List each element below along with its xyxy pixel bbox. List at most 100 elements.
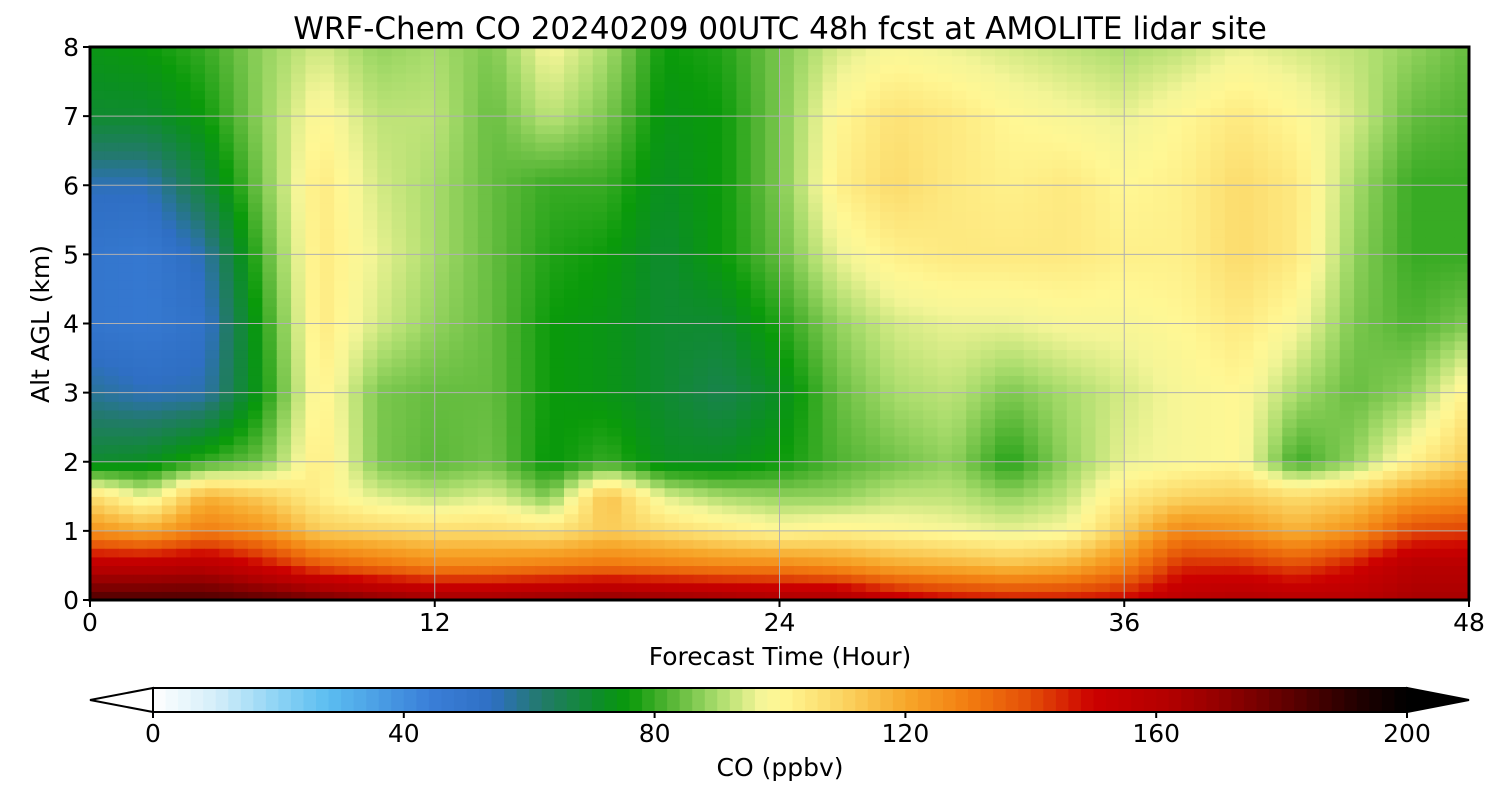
- heatmap-cell: [707, 98, 723, 109]
- heatmap-cell: [851, 349, 867, 359]
- heatmap-cell: [750, 124, 766, 135]
- heatmap-cell: [305, 461, 321, 471]
- heatmap-cell: [1095, 55, 1111, 65]
- heatmap-cell: [492, 124, 508, 135]
- heatmap-cell: [133, 271, 149, 281]
- heatmap-cell: [377, 340, 393, 351]
- heatmap-cell: [1181, 340, 1197, 351]
- heatmap-cell: [722, 522, 737, 532]
- heatmap-cell: [420, 245, 436, 255]
- heatmap-cell: [994, 574, 1010, 584]
- heatmap-cell: [607, 254, 623, 264]
- heatmap-cell: [1066, 47, 1082, 57]
- heatmap-cell: [104, 323, 120, 333]
- heatmap-cell: [204, 306, 220, 316]
- heatmap-cell: [822, 150, 838, 160]
- heatmap-cell: [793, 340, 809, 351]
- heatmap-cell: [204, 479, 220, 489]
- heatmap-cell: [276, 159, 292, 169]
- heatmap-cell: [219, 487, 235, 497]
- heatmap-cell: [908, 427, 924, 437]
- heatmap-cell: [693, 64, 709, 74]
- heatmap-cell: [420, 288, 436, 299]
- heatmap-cell: [621, 159, 637, 169]
- heatmap-cell: [750, 237, 766, 247]
- heatmap-cell: [1095, 383, 1111, 394]
- heatmap-cell: [492, 271, 508, 281]
- heatmap-cell: [1095, 444, 1111, 454]
- heatmap-cell: [233, 47, 249, 57]
- heatmap-cell: [808, 98, 824, 109]
- heatmap-cell: [535, 487, 551, 497]
- heatmap-cell: [923, 107, 939, 117]
- heatmap-cell: [808, 81, 824, 91]
- heatmap-cell: [937, 349, 953, 359]
- heatmap-cell: [1023, 375, 1039, 385]
- heatmap-cell: [1109, 323, 1125, 333]
- heatmap-cell: [937, 358, 953, 368]
- heatmap-cell: [549, 133, 565, 143]
- heatmap-cell: [248, 64, 263, 74]
- heatmap-cell: [650, 392, 666, 402]
- heatmap-cell: [1095, 72, 1111, 83]
- heatmap-cell: [851, 47, 867, 57]
- heatmap-cell: [980, 185, 996, 195]
- heatmap-cell: [1023, 383, 1039, 394]
- heatmap-cell: [908, 211, 924, 221]
- heatmap-cell: [161, 513, 177, 523]
- heatmap-cell: [980, 487, 996, 497]
- heatmap-cell: [348, 548, 364, 558]
- heatmap-cell: [90, 366, 105, 376]
- heatmap-cell: [1038, 167, 1054, 178]
- heatmap-cell: [1038, 582, 1054, 592]
- heatmap-cell: [635, 496, 651, 506]
- heatmap-cell: [334, 496, 350, 506]
- heatmap-cell: [1081, 556, 1097, 567]
- heatmap-cell: [908, 133, 924, 143]
- heatmap-cell: [793, 435, 809, 446]
- heatmap-cell: [190, 81, 206, 91]
- heatmap-cell: [693, 211, 709, 221]
- heatmap-cell: [779, 254, 795, 264]
- heatmap-cell: [104, 383, 120, 394]
- heatmap-cell: [736, 211, 752, 221]
- heatmap-cell: [592, 202, 608, 212]
- heatmap-cell: [664, 167, 680, 178]
- heatmap-cell: [477, 539, 493, 549]
- heatmap-cell: [276, 530, 292, 541]
- heatmap-cell: [1052, 461, 1068, 471]
- heatmap-cell: [592, 366, 608, 376]
- heatmap-cell: [966, 211, 982, 221]
- heatmap-cell: [937, 202, 953, 212]
- heatmap-cell: [1196, 513, 1212, 523]
- heatmap-cell: [793, 332, 809, 342]
- heatmap-cell: [190, 444, 206, 454]
- heatmap-cell: [908, 574, 924, 584]
- heatmap-cell: [736, 366, 752, 376]
- heatmap-cell: [707, 340, 723, 351]
- heatmap-cell: [506, 193, 522, 204]
- heatmap-cell: [1052, 392, 1068, 402]
- heatmap-cell: [880, 323, 896, 333]
- heatmap-cell: [951, 504, 967, 515]
- heatmap-cell: [219, 409, 235, 420]
- heatmap-cell: [506, 358, 522, 368]
- heatmap-cell: [865, 254, 881, 264]
- heatmap-cell: [362, 245, 378, 255]
- heatmap-cell: [420, 496, 436, 506]
- heatmap-cell: [262, 133, 278, 143]
- heatmap-cell: [420, 116, 436, 126]
- heatmap-cell: [951, 470, 967, 480]
- heatmap-cell: [865, 453, 881, 463]
- heatmap-cell: [851, 479, 867, 489]
- heatmap-cell: [1095, 582, 1111, 592]
- heatmap-cell: [980, 401, 996, 411]
- heatmap-cell: [190, 340, 206, 351]
- heatmap-cell: [104, 435, 120, 446]
- heatmap-cell: [104, 504, 120, 515]
- heatmap-cell: [535, 539, 551, 549]
- heatmap-cell: [176, 211, 192, 221]
- heatmap-cell: [190, 185, 206, 195]
- heatmap-cell: [147, 375, 163, 385]
- heatmap-cell: [937, 167, 953, 178]
